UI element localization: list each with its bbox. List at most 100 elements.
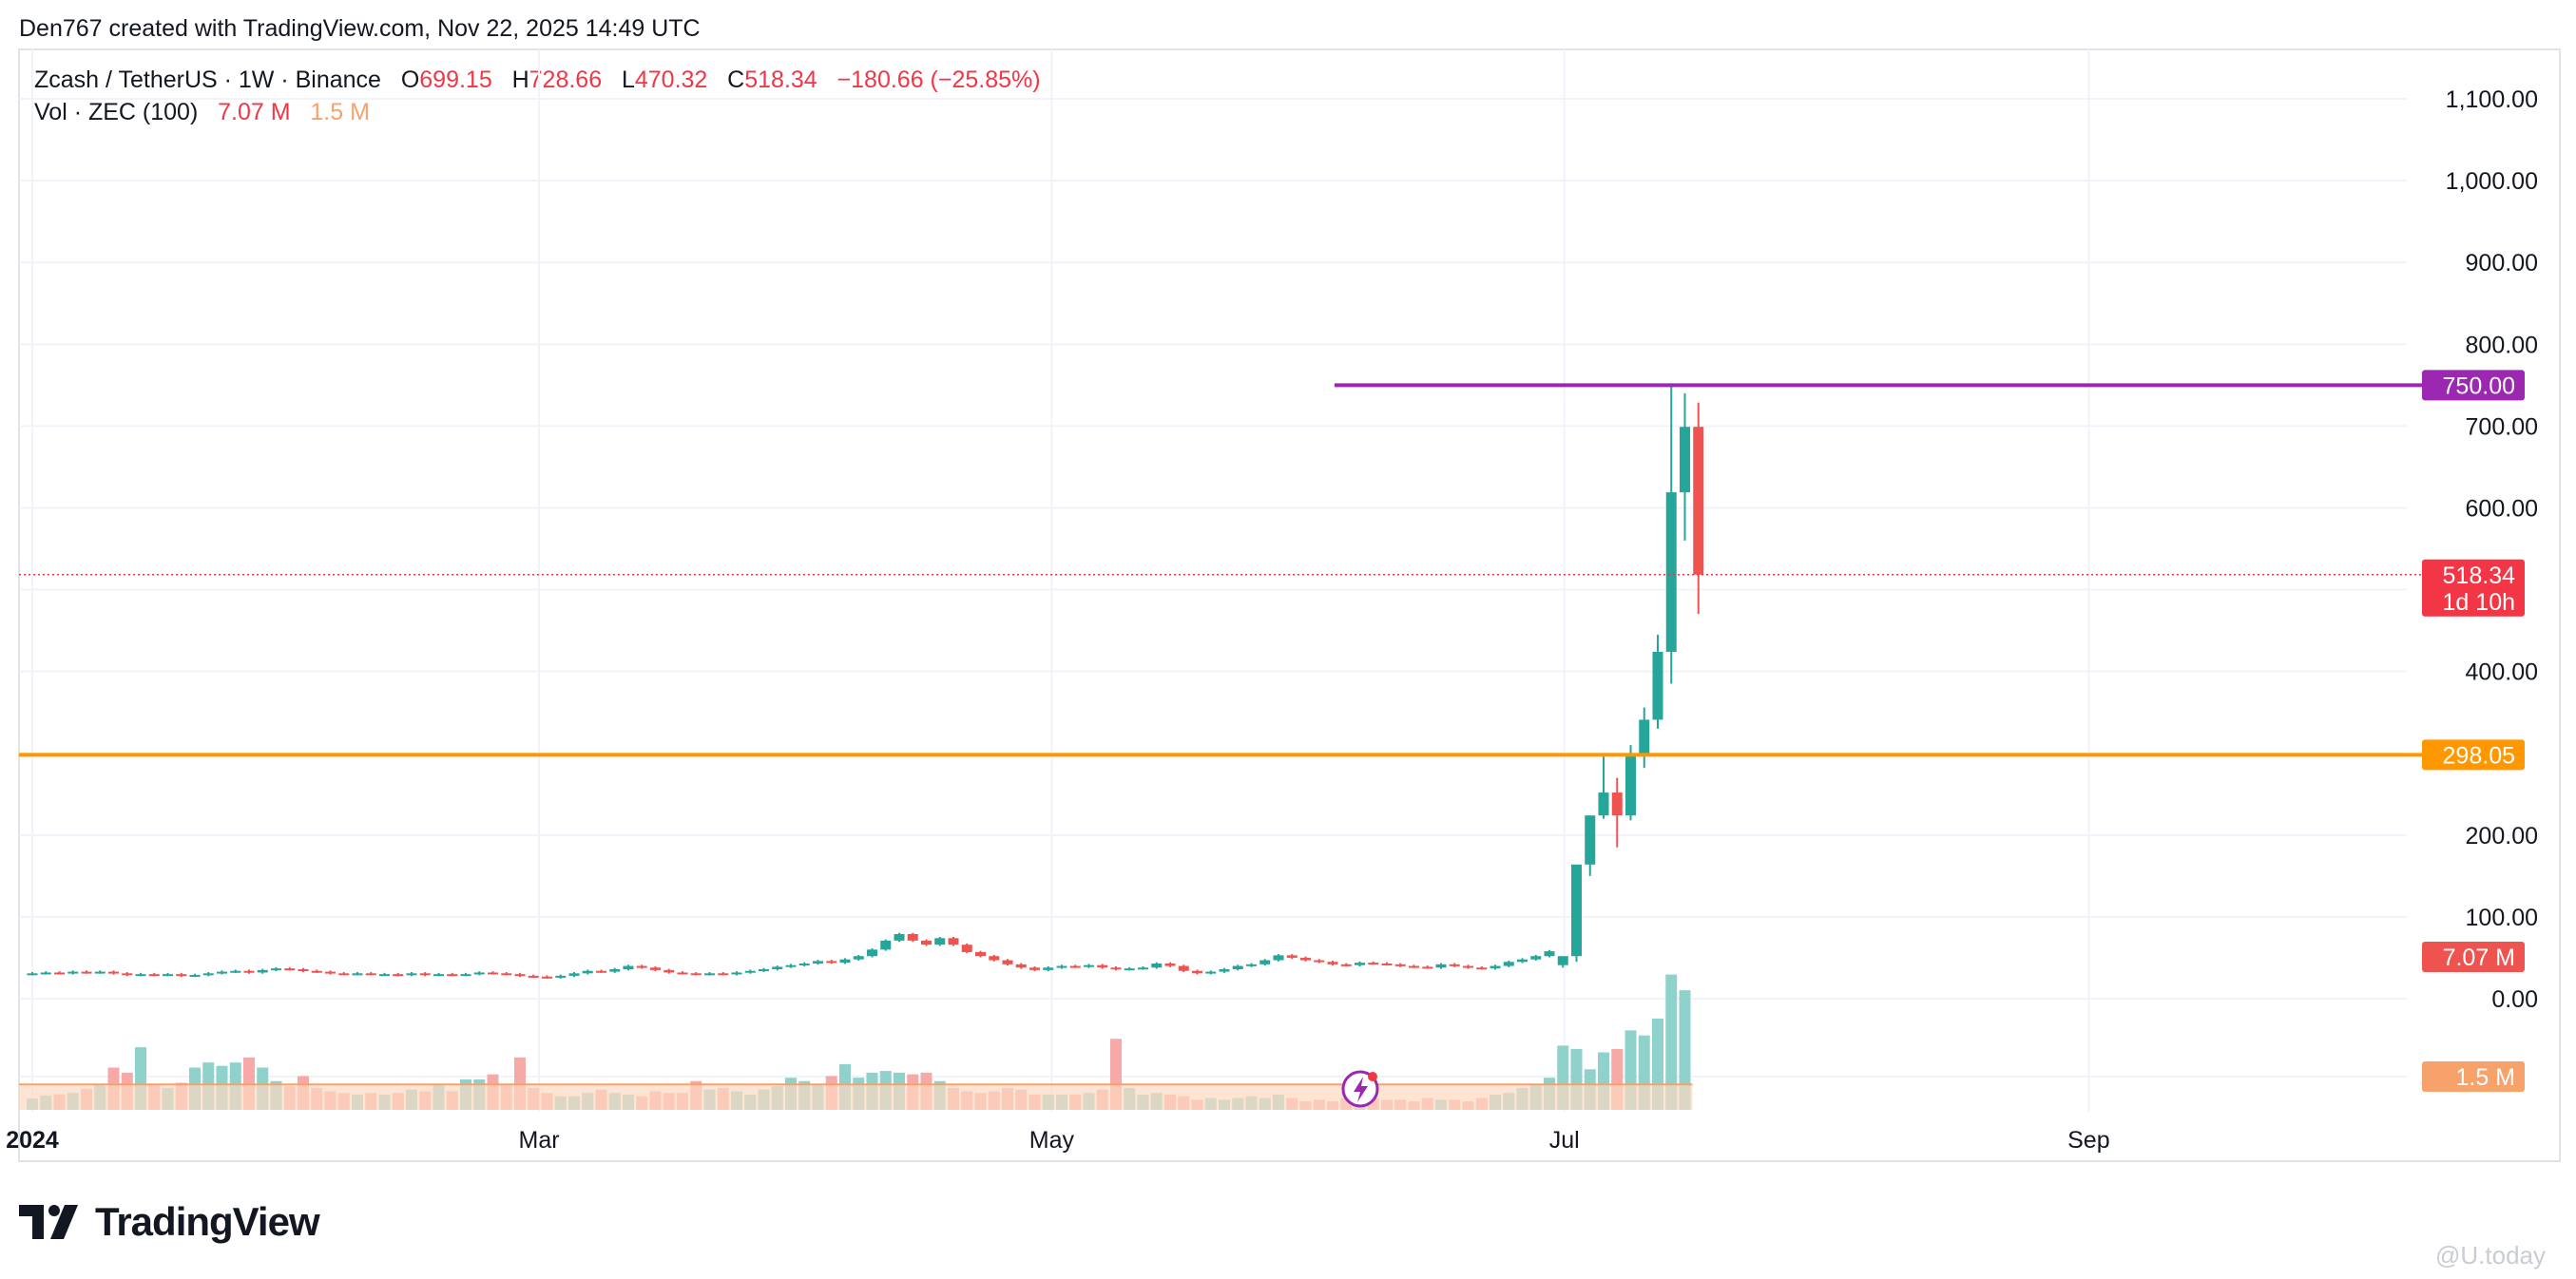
candle-body — [379, 974, 390, 977]
time-axis[interactable]: 2024MarMayJulSepNov2025MarMayJulSepNov20… — [6, 1127, 2576, 1154]
candle-body — [501, 973, 512, 976]
candle-body — [217, 971, 227, 974]
horizontal-lines[interactable] — [19, 383, 2424, 757]
y-tick-label: 200.00 — [2466, 823, 2538, 849]
candle-body — [1286, 955, 1298, 958]
candle-body — [1368, 963, 1379, 965]
candle-body — [257, 969, 268, 973]
candle-body — [677, 972, 688, 975]
candle-body — [596, 970, 606, 973]
support-badge-text: 298.05 — [2443, 742, 2515, 769]
candle-body — [1490, 965, 1501, 969]
candle-body — [1422, 966, 1433, 969]
candle-body — [894, 933, 905, 941]
candle-body — [759, 969, 769, 972]
candle-body — [880, 940, 892, 950]
candle-body — [1138, 967, 1148, 970]
candle-body — [813, 961, 823, 964]
candle-body — [1544, 951, 1555, 957]
y-tick-label: 1,000.00 — [2446, 168, 2538, 195]
candle-body — [27, 973, 38, 976]
x-tick-label: May — [1029, 1127, 1075, 1154]
x-tick-label: Jul — [1549, 1127, 1580, 1154]
y-tick-label: 900.00 — [2466, 250, 2538, 277]
candle-body — [94, 971, 106, 974]
volume-ma-badge-bg — [2422, 1061, 2525, 1092]
volume-ma — [19, 1083, 1693, 1110]
symbol-title[interactable]: Zcash / TetherUS · 1W · Binance — [34, 67, 381, 93]
tradingview-logo[interactable]: TradingView — [19, 1199, 320, 1245]
candle-body — [853, 956, 864, 960]
high-label: H — [511, 67, 529, 93]
candle-body — [108, 971, 119, 974]
tradingview-logo-icon — [19, 1205, 78, 1239]
candle-body — [1571, 864, 1582, 957]
candle-body — [1219, 969, 1230, 972]
candle-body — [1517, 959, 1528, 963]
candle-body — [867, 949, 877, 957]
candle-body — [1205, 971, 1217, 974]
lightning-icon[interactable] — [1341, 1070, 1379, 1108]
candle-body — [1680, 427, 1690, 493]
open-label: O — [400, 67, 420, 93]
change-value: −180.66 (−25.85%) — [836, 67, 1041, 93]
close-label: C — [727, 67, 745, 93]
candle-body — [568, 973, 580, 976]
candle-body — [582, 970, 593, 974]
candle-body — [1151, 963, 1163, 968]
candle-body — [419, 973, 431, 976]
candle-body — [1409, 965, 1419, 968]
candle-body — [352, 973, 363, 976]
candle-body — [271, 968, 281, 971]
candle-body — [40, 972, 51, 975]
candle-body — [1232, 965, 1243, 970]
attribution: Den767 created with TradingView.com, Nov… — [19, 15, 701, 42]
last-price-badge-bg — [2422, 559, 2525, 617]
candle-body — [1693, 427, 1704, 575]
candle-body — [839, 959, 851, 964]
x-tick-label: 2024 — [6, 1127, 59, 1154]
x-tick-label: Sep — [2067, 1127, 2109, 1154]
candle-body — [989, 956, 1000, 961]
candle-body — [67, 971, 79, 974]
candle-body — [1056, 965, 1067, 968]
candle-body — [650, 967, 661, 970]
y-tick-label: 800.00 — [2466, 332, 2538, 358]
volume-title[interactable]: Vol · ZEC (100) — [34, 99, 199, 125]
candle-body — [1503, 962, 1514, 966]
y-tick-label: 0.00 — [2491, 986, 2538, 1013]
candle-body — [1435, 964, 1447, 968]
y-tick-label: 1,100.00 — [2446, 86, 2538, 113]
volume-ma-area — [19, 1084, 1693, 1110]
candle-body — [528, 975, 539, 978]
candle-body — [1327, 962, 1338, 964]
candle-body — [311, 970, 322, 973]
candle-body — [1314, 960, 1325, 963]
candle-body — [555, 975, 567, 978]
candle-body — [934, 938, 946, 945]
candle-body — [163, 974, 173, 977]
candle-body — [1084, 964, 1094, 967]
volume-bar — [1679, 990, 1691, 1110]
volume-badge-text: 7.07 M — [2443, 945, 2515, 971]
y-tick-label: 600.00 — [2466, 495, 2538, 522]
volume-ma-badge-text: 1.5 M — [2455, 1064, 2515, 1091]
volume-bar — [1665, 974, 1678, 1110]
candle-body — [1015, 964, 1027, 968]
candle-body — [826, 961, 837, 964]
candle-body — [447, 974, 458, 977]
candle-body — [1300, 957, 1311, 961]
chart-frame — [18, 48, 2561, 1162]
candle-body — [433, 974, 444, 977]
candle-body — [81, 971, 92, 974]
candle-body — [690, 973, 702, 976]
last-price-badge-text: 518.34 — [2443, 563, 2516, 589]
candle-body — [148, 974, 160, 977]
candle-body — [1355, 963, 1365, 965]
price-axis[interactable]: 1,100.00 1,000.00 900.00 800.00 700.00 600.00… — [2446, 86, 2538, 1013]
tradingview-brand: TradingView — [95, 1199, 320, 1244]
watermark: @U.today — [2435, 1241, 2546, 1269]
candle-body — [744, 970, 756, 973]
